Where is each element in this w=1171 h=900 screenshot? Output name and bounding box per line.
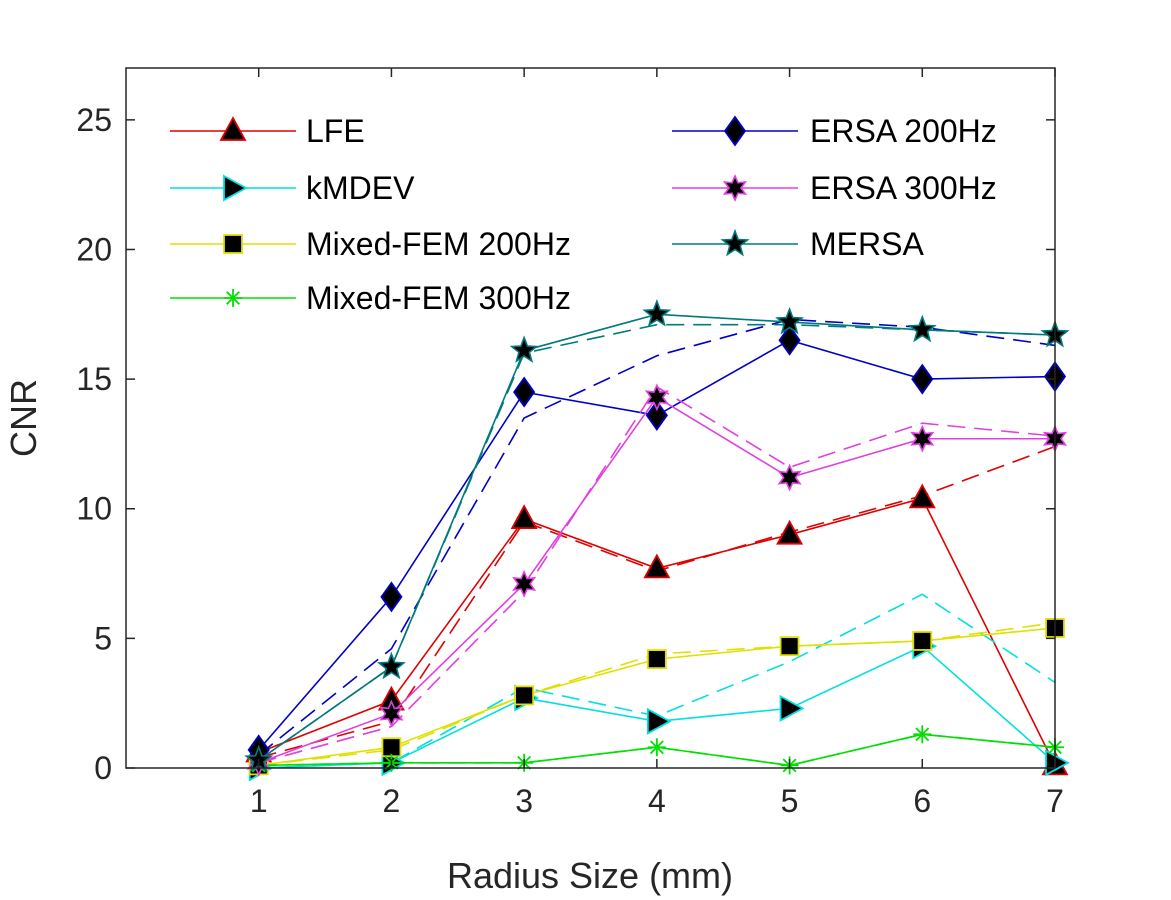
x-tick-label: 3 — [515, 783, 533, 819]
y-tick-label: 5 — [94, 620, 112, 656]
legend-item: LFE — [170, 113, 365, 149]
data-point — [514, 685, 535, 706]
legend-item: ERSA 300Hz — [672, 170, 997, 206]
x-tick-label: 6 — [913, 783, 931, 819]
legend-label: MERSA — [810, 226, 924, 262]
data-point — [775, 306, 805, 335]
x-tick-label: 5 — [781, 783, 799, 819]
legend-item: MERSA — [672, 226, 924, 262]
legend-label: LFE — [306, 113, 365, 149]
legend-marker — [223, 174, 248, 202]
data-point — [509, 335, 539, 363]
data-point — [642, 299, 672, 327]
x-tick-label: 2 — [383, 783, 401, 819]
legend-marker — [219, 116, 247, 141]
y-axis-label: CNR — [3, 379, 44, 457]
legend: LFE kMDEV Mixed-FEM 200Hz Mixed-FEM 300Hz ER… — [170, 113, 997, 316]
legend-marker — [722, 174, 748, 202]
y-tick-label: 20 — [76, 231, 112, 267]
y-tick-label: 15 — [76, 361, 112, 397]
x-tick-label: 1 — [250, 783, 268, 819]
legend-item: ERSA 200Hz — [672, 113, 997, 149]
data-point — [913, 725, 932, 744]
legend-marker — [223, 234, 243, 254]
y-tick-label: 10 — [76, 491, 112, 527]
data-point — [646, 707, 672, 735]
data-point — [379, 699, 404, 728]
x-tick-label: 7 — [1046, 783, 1064, 819]
data-point — [776, 519, 804, 545]
y-tick-label: 25 — [76, 102, 112, 138]
data-point — [376, 651, 406, 680]
data-point — [911, 363, 934, 395]
series-ersa-200hz — [247, 318, 1067, 766]
series-layer — [244, 299, 1070, 782]
legend-marker — [224, 289, 242, 307]
legend-label: Mixed-FEM 300Hz — [306, 280, 571, 316]
data-point — [779, 636, 800, 657]
data-point — [512, 569, 537, 598]
legend-marker — [723, 115, 747, 147]
data-point — [645, 399, 668, 431]
data-point — [381, 737, 402, 758]
series-mersa — [244, 299, 1070, 773]
legend-item: kMDEV — [170, 170, 415, 206]
data-point — [643, 553, 671, 579]
data-point — [912, 631, 933, 651]
data-point — [779, 694, 805, 722]
legend-label: Mixed-FEM 200Hz — [306, 226, 571, 262]
legend-marker — [720, 228, 750, 257]
data-point — [777, 463, 802, 492]
data-point — [907, 314, 937, 343]
data-point — [1045, 749, 1070, 777]
data-point — [908, 483, 936, 509]
plot-box — [125, 67, 1056, 769]
data-point — [380, 581, 403, 613]
data-point — [646, 649, 667, 670]
legend-label: kMDEV — [306, 170, 415, 206]
legend-item: Mixed-FEM 200Hz — [170, 226, 571, 262]
ticks-layer: 1 2 3 4 5 6 7 0 5 10 15 20 25 — [76, 68, 1064, 819]
legend-label: ERSA 200Hz — [810, 113, 997, 149]
data-point — [644, 383, 669, 412]
legend-label: ERSA 300Hz — [810, 170, 997, 206]
x-tick-label: 4 — [648, 783, 666, 819]
data-point — [513, 376, 536, 408]
x-axis-label: Radius Size (mm) — [447, 855, 733, 896]
data-point — [778, 324, 801, 356]
data-point — [647, 738, 666, 757]
legend-item: Mixed-FEM 300Hz — [170, 280, 571, 316]
data-point — [510, 504, 538, 530]
data-point — [910, 424, 935, 453]
y-tick-label: 0 — [94, 750, 112, 786]
